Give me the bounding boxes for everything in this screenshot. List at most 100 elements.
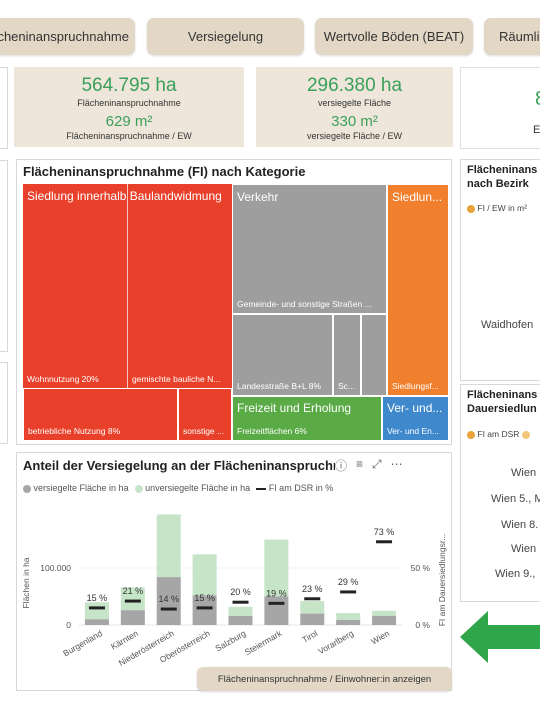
treemap-tile-verkehr[interactable]: Verkehr — [232, 184, 387, 396]
tile-label: Landesstraße B+L 8% — [237, 381, 322, 391]
bar-unversiegelt — [228, 606, 253, 616]
bar-unversiegelt — [84, 602, 109, 620]
versiegelung-chart: 0 100.000 0 % 50 % Flächen in ha FI am Dauers… — [21, 514, 447, 668]
legend-label: versiegelte Fläche in ha — [33, 483, 129, 493]
more-options-icon[interactable]: ⋯ — [390, 457, 403, 471]
tile-title: Ver- und... — [387, 401, 443, 415]
tab-flaecheninanspruchnahme[interactable]: Flächeninanspruchnahme — [0, 18, 135, 55]
fi-dsr-marker — [340, 590, 357, 594]
bar-unversiegelt — [192, 554, 217, 596]
fi-dsr-marker — [196, 606, 213, 610]
chart-toolbar: ⓘ ≡ ⤢ ⋯ — [335, 457, 403, 474]
dsr-title-1: Flächeninans — [467, 389, 538, 401]
dsr-legend-label: FI am DSR — [477, 429, 520, 439]
focus-mode-icon[interactable]: ⤢ — [372, 457, 382, 471]
treemap-area: Siedlung innerhalb Baulandwidmung Wohnnu… — [23, 184, 449, 441]
dsr-item[interactable]: Wien — [511, 543, 537, 555]
dsr-item[interactable]: Wien 5., M — [491, 493, 540, 505]
tile-label: gemischte bauliche N... — [132, 374, 221, 384]
treemap-tile-other-verkehr[interactable] — [361, 314, 387, 396]
dsr-item[interactable]: Wien — [511, 467, 537, 479]
kpi-card-fi: 564.795 ha Flächeninanspruchnahme 629 m²… — [14, 67, 244, 147]
help-icon[interactable]: ⓘ — [335, 459, 348, 473]
treemap-tile-freizeit[interactable]: Freizeit und Erholung Freizeitflächen 6% — [232, 396, 382, 441]
bar-versiegelt — [192, 595, 217, 625]
legend-item-fi-dsr[interactable]: FI am DSR in % — [256, 483, 333, 493]
fi-dsr-marker — [232, 600, 249, 604]
treemap-tile-wohnnutzung[interactable]: Wohnnutzung 20% — [23, 184, 128, 388]
left-panel-fragment-3 — [0, 362, 8, 444]
tile-title: Freizeit und Erholung — [237, 401, 352, 415]
bar-unversiegelt — [156, 514, 181, 578]
data-label: 20 % — [230, 587, 251, 597]
tile-label: sonstige ... — [183, 426, 225, 436]
kpi-partial-label: E — [533, 124, 540, 136]
fi-dsr-marker — [160, 607, 177, 611]
bar-unversiegelt — [120, 587, 145, 611]
arrow-left-icon[interactable] — [460, 605, 540, 670]
treemap-tile-siedlungsfreiflaechen[interactable]: Siedlun... Siedlungsf... — [387, 184, 449, 396]
y2-tick-label: 0 % — [415, 620, 430, 630]
filter-icon[interactable]: ≡ — [356, 457, 364, 471]
chart-title: Anteil der Versiegelung an der Flächenin… — [23, 458, 343, 473]
y-tick-label: 0 — [66, 620, 71, 630]
dsr-item[interactable]: Wien 8. — [501, 519, 539, 531]
show-per-capita-button[interactable]: Flächeninanspruchnahme / Einwohner:in an… — [197, 667, 452, 691]
tile-title: Siedlung innerhalb Baulandwidmung — [27, 189, 222, 203]
versiegelung-chart-panel: Anteil der Versiegelung an der Flächenin… — [16, 452, 452, 691]
kpi-fi-label: Flächeninanspruchnahme — [77, 98, 181, 108]
bar-unversiegelt — [264, 539, 289, 597]
bar-versiegelt — [228, 615, 253, 625]
treemap-tile-landesstrasse[interactable]: Landesstraße B+L 8% — [232, 314, 333, 396]
bezirk-title-1: Flächeninans — [467, 164, 538, 176]
legend-dot-icon — [134, 484, 143, 493]
bar-unversiegelt — [372, 610, 397, 616]
treemap-tile-ver-und-entsorgung[interactable]: Ver- und... Ver- und En... — [382, 396, 449, 441]
treemap-tile-gemeindestrassen[interactable]: Gemeinde- und sonstige Straßen ... — [232, 184, 387, 314]
tile-label: betriebliche Nutzung 8% — [28, 426, 121, 436]
y2-axis-label: FI am Dauersiedlungsr... — [437, 534, 447, 627]
data-label: 15 % — [87, 593, 108, 603]
tab-label: Flächeninanspruchnahme — [0, 29, 129, 44]
bar-unversiegelt — [336, 613, 361, 620]
left-panel-fragment-1 — [0, 67, 8, 149]
dauersiedlungsraum-panel: Flächeninans Dauersiedlun FI am DSR Wien… — [460, 384, 540, 602]
kpi-card-partial: 8 E — [460, 67, 540, 149]
fi-dsr-marker — [88, 606, 105, 610]
dsr-item[interactable]: Wien 9., — [495, 568, 536, 580]
treemap-title: Flächeninanspruchnahme (FI) nach Kategor… — [23, 164, 306, 179]
tab-label: Wertvolle Böden (BEAT) — [323, 29, 465, 44]
left-panel-fragment-2 — [0, 160, 8, 352]
bar-unversiegelt — [300, 601, 325, 614]
bar-versiegelt — [300, 613, 325, 625]
treemap-tile-sonstige[interactable]: sonstige ... — [178, 388, 232, 441]
treemap-tile-betriebliche-nutzung[interactable]: betriebliche Nutzung 8% — [23, 388, 178, 441]
bezirk-item[interactable]: Waidhofen — [481, 319, 534, 331]
tab-wertvolle-boeden[interactable]: Wertvolle Böden (BEAT) — [315, 18, 473, 55]
legend-item-unversiegelt[interactable]: unversiegelte Fläche in ha — [134, 483, 250, 493]
bezirk-legend: FI / EW in m² — [467, 203, 527, 213]
tab-versiegelung[interactable]: Versiegelung — [147, 18, 304, 55]
kpi-versiegelt-per-ew: 330 m² — [331, 113, 378, 130]
legend-dash-icon — [256, 487, 267, 490]
y2-tick-label: 50 % — [411, 563, 431, 573]
tab-label: Räumli — [499, 29, 540, 44]
treemap-tile-gemischte-nutzung[interactable]: gemischte bauliche N... — [128, 184, 232, 388]
legend-label: FI am DSR in % — [268, 483, 334, 493]
kpi-fi-per-ew-label: Flächeninanspruchnahme / EW — [66, 131, 192, 141]
tile-label: Wohnnutzung 20% — [27, 374, 99, 384]
tile-title: Verkehr — [237, 190, 279, 204]
legend-dot-icon — [23, 484, 31, 493]
x-tick-label: Wien — [369, 628, 391, 646]
y-axis-label: Flächen in ha — [21, 557, 31, 608]
bezirk-legend-label: FI / EW in m² — [477, 203, 527, 213]
tab-raeumlich[interactable]: Räumli — [484, 18, 540, 55]
bezirk-title-2: nach Bezirk — [467, 178, 529, 190]
kpi-partial-value: 8 — [535, 88, 540, 111]
data-label: 19 % — [266, 588, 287, 598]
legend-item-versiegelt[interactable]: versiegelte Fläche in ha — [23, 483, 129, 493]
treemap-tile-schiene[interactable]: Sc... — [333, 314, 361, 396]
x-tick-label: Tirol — [300, 628, 319, 645]
data-label: 23 % — [302, 584, 323, 594]
arrow-shape — [460, 611, 540, 663]
